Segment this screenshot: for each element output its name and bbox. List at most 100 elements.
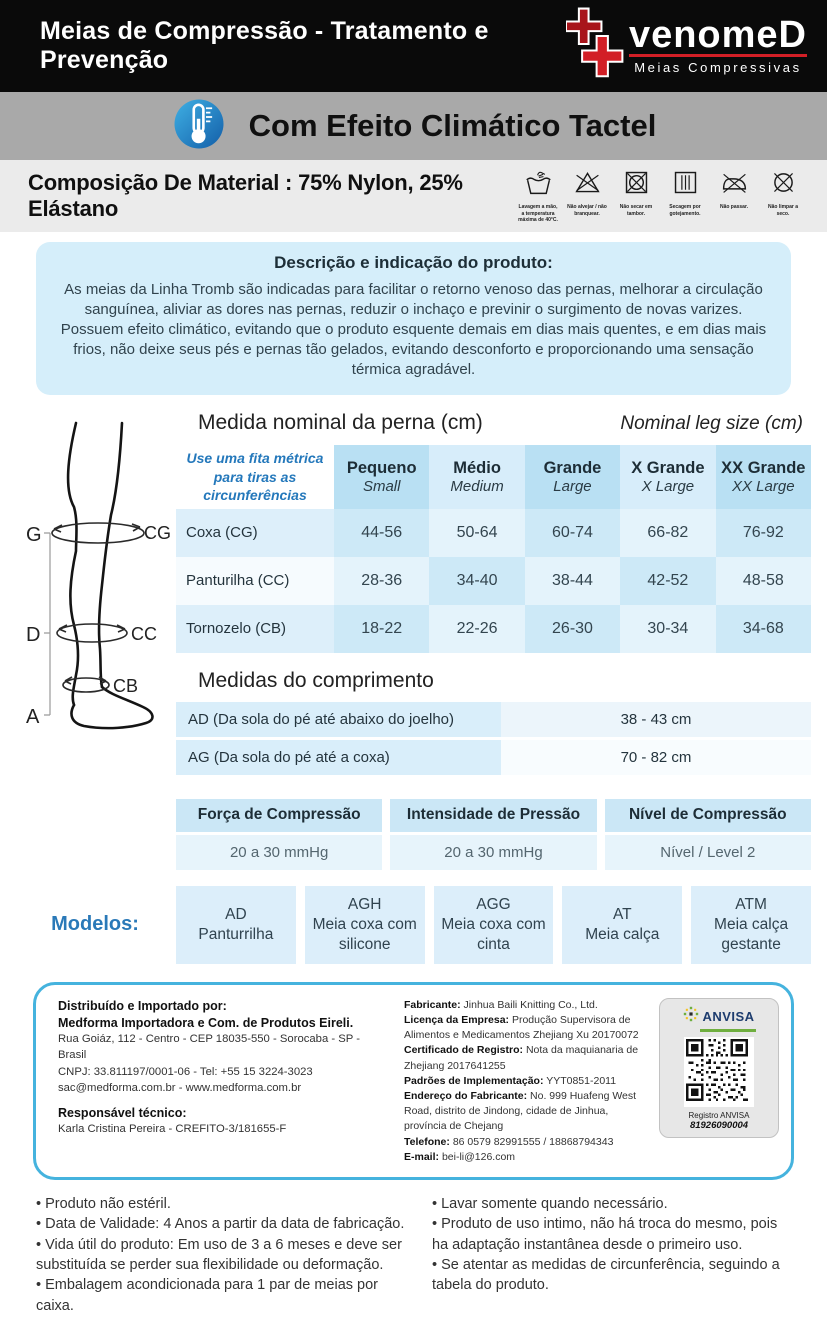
feature-banner: Com Efeito Climático Tactel bbox=[0, 92, 827, 160]
care-caption: Não secar em tambor. bbox=[619, 204, 653, 217]
size-table-title-en: Nominal leg size (cm) bbox=[620, 412, 803, 434]
size-cell: 30-34 bbox=[620, 604, 716, 653]
manufacturer-line: Endereço do Fabricante: No. 999 Huafeng … bbox=[404, 1090, 637, 1133]
qr-code bbox=[684, 1036, 754, 1107]
note-item: Se atentar as medidas de circunferência,… bbox=[432, 1255, 791, 1296]
compression-column: Nível de Compressão Nível / Level 2 bbox=[604, 798, 811, 870]
length-row-value: 38 - 43 cm bbox=[501, 701, 811, 737]
compression-column: Intensidade de Pressão 20 a 30 mmHg bbox=[390, 798, 597, 870]
anvisa-sub-bar bbox=[700, 1028, 756, 1032]
size-column-header: X Grande X Large bbox=[620, 444, 716, 509]
size-cell: 18-22 bbox=[334, 604, 430, 653]
brand-tagline: Meias Compressivas bbox=[634, 60, 802, 76]
venomed-logo: venomeD Meias Compressivas bbox=[564, 5, 807, 88]
size-column-header: Pequeno Small bbox=[334, 444, 430, 509]
distributor-company: Medforma Importadora e Com. de Produtos … bbox=[58, 1015, 354, 1030]
no-tumble-dry-icon bbox=[622, 168, 651, 202]
length-row-label: AG (Da sola do pé até a coxa) bbox=[176, 739, 501, 775]
model-code: AGH bbox=[347, 895, 382, 913]
size-cell: 76-92 bbox=[715, 508, 811, 557]
size-cell: 60-74 bbox=[524, 508, 621, 557]
notes-right-column: Lavar somente quando necessário. Produto… bbox=[432, 1194, 791, 1316]
description-paragraph: As meias da Linha Tromb são indicadas pa… bbox=[64, 281, 763, 318]
size-row-label: Coxa (CG) bbox=[176, 508, 334, 557]
care-item: Secagem por gotejamento. bbox=[665, 168, 705, 217]
drip-dry-icon bbox=[671, 168, 700, 202]
leg-label-g: G bbox=[26, 524, 42, 546]
care-item: Não passar. bbox=[714, 168, 754, 211]
care-item: Não alvejar / não branquear. bbox=[567, 168, 607, 217]
size-cell: 44-56 bbox=[334, 508, 430, 557]
model-code: AD bbox=[225, 905, 247, 923]
care-caption: Não alvejar / não branquear. bbox=[567, 204, 607, 217]
compression-table: Força de Compressão 20 a 30 mmHg Intensi… bbox=[176, 798, 811, 870]
compression-value: 20 a 30 mmHg bbox=[176, 834, 383, 870]
care-caption: Não passar. bbox=[719, 204, 749, 211]
note-item: Lavar somente quando necessário. bbox=[432, 1194, 791, 1214]
distributor-heading: Distribuído e Importado por: bbox=[58, 998, 227, 1013]
manufacturer-line: Telefone: 86 0579 82991555 / 18868794343 bbox=[404, 1135, 614, 1148]
model-cell: AGG Meia coxa com cinta bbox=[433, 885, 554, 964]
model-cell: AD Panturrilha bbox=[176, 885, 296, 964]
distributor-cnpj-tel: CNPJ: 33.811197/0001-06 - Tel: +55 15 32… bbox=[58, 1065, 313, 1078]
compression-header: Intensidade de Pressão bbox=[390, 798, 597, 832]
compression-header: Força de Compressão bbox=[176, 798, 383, 832]
compression-header: Nível de Compressão bbox=[604, 798, 811, 832]
thermometer-icon bbox=[171, 96, 227, 157]
anvisa-registro-label: Registro ANVISA bbox=[688, 1110, 750, 1120]
compression-column: Força de Compressão 20 a 30 mmHg bbox=[176, 798, 383, 870]
length-row-label: AD (Da sola do pé até abaixo do joelho) bbox=[176, 701, 501, 737]
header-bar: Meias de Compressão - Tratamento e Preve… bbox=[0, 0, 827, 92]
compression-value: 20 a 30 mmHg bbox=[390, 834, 597, 870]
usage-notes: Produto não estéril. Data de Validade: 4… bbox=[36, 1194, 791, 1316]
no-dry-clean-icon bbox=[769, 168, 798, 202]
models-row: Modelos: AD Panturrilha AGH Meia coxa co… bbox=[14, 885, 811, 964]
size-cell: 48-58 bbox=[715, 556, 811, 605]
care-caption: Não limpar a seco. bbox=[767, 204, 798, 217]
composition-label: Composição De Material : 75% Nylon, 25% … bbox=[28, 170, 463, 221]
model-desc: Meia coxa com cinta bbox=[441, 915, 546, 953]
size-cell: 66-82 bbox=[620, 508, 716, 557]
model-code: ATM bbox=[735, 895, 767, 913]
care-caption: Secagem por gotejamento. bbox=[669, 204, 701, 217]
manufacturer-line: Licença da Empresa: Produção Supervisora… bbox=[404, 1013, 639, 1042]
tech-responsible-value: Karla Cristina Pereira - CREFITO-3/18165… bbox=[58, 1123, 287, 1136]
size-column-header: XX Grande XX Large bbox=[715, 444, 811, 509]
anvisa-starburst-icon bbox=[683, 1006, 699, 1027]
anvisa-brand: ANVISA bbox=[702, 1008, 755, 1024]
size-table-title-pt: Medida nominal da perna (cm) bbox=[198, 410, 483, 434]
model-desc: Meia calça gestante bbox=[714, 915, 789, 953]
size-cell: 34-68 bbox=[715, 604, 811, 653]
leg-label-a: A bbox=[26, 706, 40, 728]
size-table-note: Use uma fita métrica para tiras as circu… bbox=[186, 450, 324, 503]
model-code: AT bbox=[612, 905, 632, 923]
model-desc: Meia coxa com silicone bbox=[312, 915, 417, 953]
length-row: AG (Da sola do pé até a coxa) 70 - 82 cm bbox=[176, 739, 811, 775]
anvisa-card: ANVISA Registro ANV bbox=[659, 997, 779, 1138]
feature-title: Com Efeito Climático Tactel bbox=[248, 108, 657, 143]
care-icon-list: Lavagem a mão, a temperatura máxima de 4… bbox=[518, 168, 803, 224]
length-row: AD (Da sola do pé até abaixo do joelho) … bbox=[176, 701, 811, 737]
size-table-row: Coxa (CG) 44-56 50-64 60-74 66-82 76-92 bbox=[176, 508, 811, 557]
size-cell: 28-36 bbox=[334, 556, 430, 605]
regulatory-footer: Distribuído e Importado por: Medforma Im… bbox=[33, 981, 794, 1181]
no-iron-icon bbox=[720, 168, 749, 202]
size-column-header: Grande Large bbox=[524, 444, 621, 509]
manufacturer-line: Fabricante: Jinhua Baili Knitting Co., L… bbox=[404, 998, 598, 1011]
description-box: Descrição e indicação do produto: As mei… bbox=[36, 242, 791, 395]
model-cell: ATM Meia calça gestante bbox=[691, 885, 811, 964]
model-code: AGG bbox=[476, 895, 511, 913]
size-cell: 42-52 bbox=[620, 556, 716, 605]
leg-label-cb: CB bbox=[113, 676, 138, 696]
care-item: Lavagem a mão, a temperatura máxima de 4… bbox=[518, 168, 558, 224]
length-section-title: Medidas do comprimento bbox=[198, 668, 434, 692]
distributor-address: Rua Goiáz, 112 - Centro - CEP 18035-550 … bbox=[58, 1033, 361, 1062]
size-cell: 22-26 bbox=[429, 604, 525, 653]
note-item: Produto não estéril. bbox=[36, 1194, 408, 1214]
venomed-cross-icon bbox=[564, 5, 624, 88]
distributor-contacts: sac@medforma.com.br - www.medforma.com.b… bbox=[58, 1081, 302, 1094]
manufacturer-line: Padrões de Implementação: YYT0851-2011 bbox=[404, 1074, 617, 1087]
notes-left-column: Produto não estéril. Data de Validade: 4… bbox=[36, 1194, 408, 1316]
size-cell: 26-30 bbox=[524, 604, 621, 653]
